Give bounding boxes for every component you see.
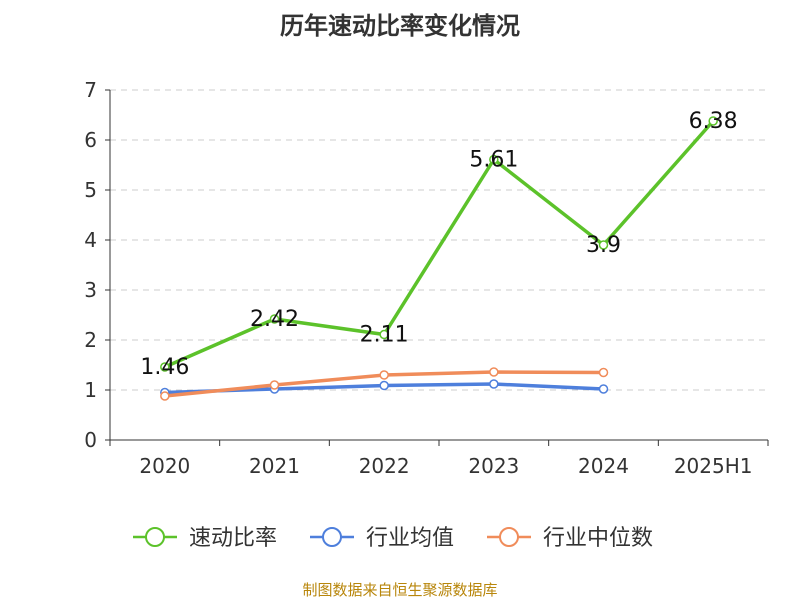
data-label: 1.46: [140, 355, 189, 380]
data-label: 3.9: [586, 233, 621, 258]
data-point: [379, 380, 389, 391]
data-point: [708, 116, 718, 126]
chart-title: 历年速动比率变化情况: [280, 12, 520, 40]
source-note: 制图数据来自恒生聚源数据库: [302, 581, 498, 599]
data-point: [598, 240, 609, 250]
x-tick-label: 2020: [139, 454, 190, 478]
legend-marker-icon: [322, 527, 342, 547]
legend-marker-icon: [145, 527, 165, 547]
data-point: [379, 370, 389, 380]
series-line-0: [164, 119, 715, 369]
data-labels: 1.46 2.42 2.11 5.61 3.9 6.38: [140, 109, 737, 380]
y-tick-label: 0: [84, 428, 97, 452]
data-point: [269, 314, 280, 324]
x-tick-label: 2024: [578, 454, 629, 478]
data-point: [379, 329, 389, 340]
y-tick-label: 1: [84, 378, 97, 402]
y-tick-label: 3: [84, 278, 97, 302]
y-tick-label: 5: [84, 178, 97, 202]
axes: 0 1 2 3 4 5 6 7 2020 2021 2022 2023 2024 2025H1: [84, 78, 769, 478]
series-lines: [164, 119, 715, 398]
data-point: [269, 380, 280, 390]
x-tick-label: 2023: [468, 454, 519, 478]
x-tick-label: 2022: [359, 454, 410, 478]
data-label: 2.42: [250, 307, 299, 332]
gridlines: [110, 89, 768, 391]
legend-label: 速动比率: [189, 526, 277, 551]
data-point: [160, 362, 170, 372]
legend-label: 行业中位数: [543, 526, 653, 551]
data-label: 2.11: [360, 323, 409, 348]
x-tick-label: 2025H1: [674, 454, 753, 478]
y-tick-label: 2: [84, 328, 97, 352]
y-tick-label: 4: [84, 228, 97, 252]
data-label: 6.38: [689, 109, 738, 134]
y-tick-label: 6: [84, 128, 97, 152]
legend-label: 行业均值: [366, 526, 454, 551]
series-points: [160, 116, 718, 401]
data-point: [598, 384, 609, 394]
data-point: [160, 391, 170, 401]
data-point: [489, 367, 499, 377]
x-tick-label: 2021: [249, 454, 300, 478]
y-tick-label: 7: [84, 78, 97, 102]
legend-marker-icon: [499, 527, 519, 547]
data-point: [489, 154, 499, 165]
data-label: 5.61: [469, 148, 518, 173]
data-point: [598, 367, 609, 378]
legend: 速动比率 行业均值 行业中位数: [133, 526, 653, 551]
data-point: [489, 379, 499, 389]
